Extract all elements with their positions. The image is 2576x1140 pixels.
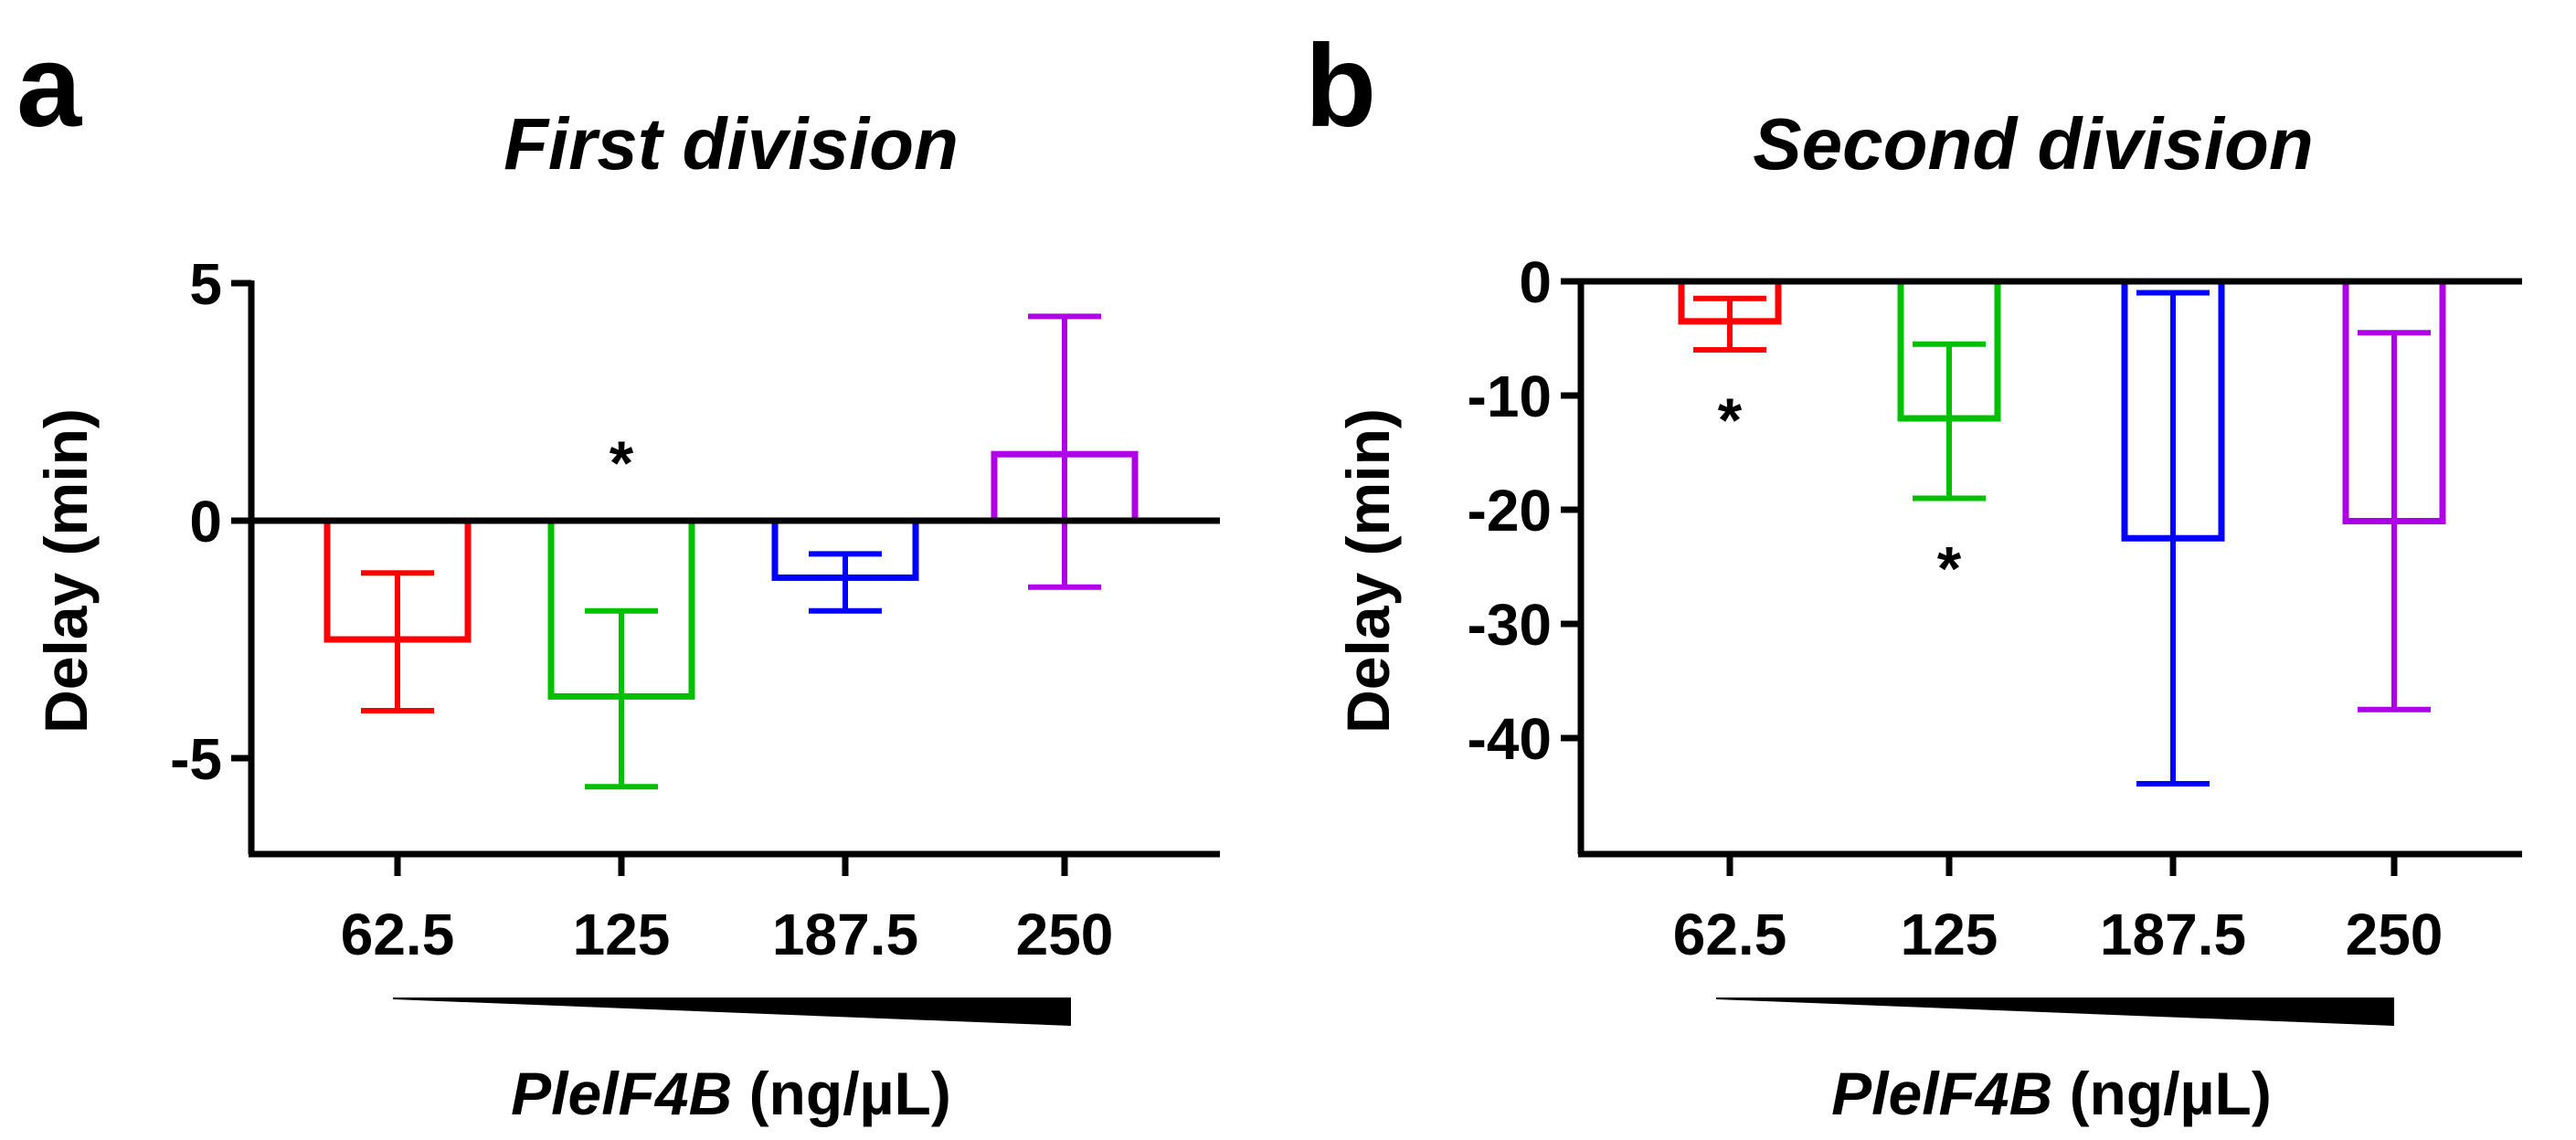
x-axis-space — [2052, 1060, 2069, 1127]
panel-letter: b — [1305, 21, 1376, 152]
x-tick-label: 187.5 — [772, 902, 918, 967]
significance-star: * — [1718, 385, 1743, 455]
error-bar-187-5 — [2136, 290, 2210, 786]
panel-a: a First division 5 0 -5 62.5 125 187.5 250 * Delay… — [16, 21, 1220, 1127]
y-tick-label: -5 — [170, 726, 222, 792]
concentration-wedge — [1716, 998, 2394, 1026]
error-bar-62-5 — [1693, 295, 1766, 353]
error-bar-62-5 — [361, 570, 434, 713]
x-tick-label: 125 — [1901, 902, 1998, 967]
significance-star: * — [1937, 534, 1962, 604]
y-tick-label: -20 — [1468, 478, 1553, 544]
x-tick-label: 250 — [1016, 902, 1114, 967]
y-axis-title: Delay (min) — [32, 408, 100, 734]
x-tick-label: 125 — [573, 902, 671, 967]
y-tick-label: -10 — [1468, 364, 1553, 429]
x-axis-title: PlelF4B (ng/µL) — [1831, 1060, 2272, 1127]
y-axis-title: Delay (min) — [1334, 408, 1402, 734]
y-tick-label: 0 — [1519, 249, 1552, 315]
y-tick-label: -30 — [1468, 592, 1553, 658]
x-tick-label: 187.5 — [2100, 902, 2246, 967]
x-axis-unit: (ng/µL) — [749, 1060, 951, 1127]
panel-title: Second division — [1753, 103, 2313, 185]
panel-title: First division — [504, 103, 959, 185]
x-axis-unit: (ng/µL) — [2070, 1060, 2272, 1127]
panel-letter: a — [16, 21, 82, 152]
x-axis-title: PlelF4B (ng/µL) — [511, 1060, 951, 1127]
y-tick-label: -40 — [1468, 706, 1553, 772]
concentration-wedge — [393, 998, 1071, 1026]
x-axis-space — [732, 1060, 748, 1127]
y-tick-label: 5 — [189, 251, 222, 317]
x-axis-gene: PlelF4B — [1831, 1060, 2052, 1127]
x-tick-label: 62.5 — [341, 902, 455, 967]
x-tick-label: 62.5 — [1673, 902, 1787, 967]
panel-b: b Second division 0 -10 -20 -30 -40 62.5 125 187.… — [1305, 21, 2522, 1127]
error-bar-187-5 — [809, 551, 882, 614]
error-bar-250 — [2358, 330, 2431, 712]
x-tick-label: 250 — [2346, 902, 2443, 967]
error-bar-250 — [1028, 313, 1101, 590]
error-bar-125 — [585, 607, 658, 790]
significance-star: * — [610, 428, 634, 498]
y-tick-label: 0 — [189, 489, 222, 554]
x-axis-gene: PlelF4B — [511, 1060, 732, 1127]
error-bar-125 — [1913, 341, 1986, 501]
